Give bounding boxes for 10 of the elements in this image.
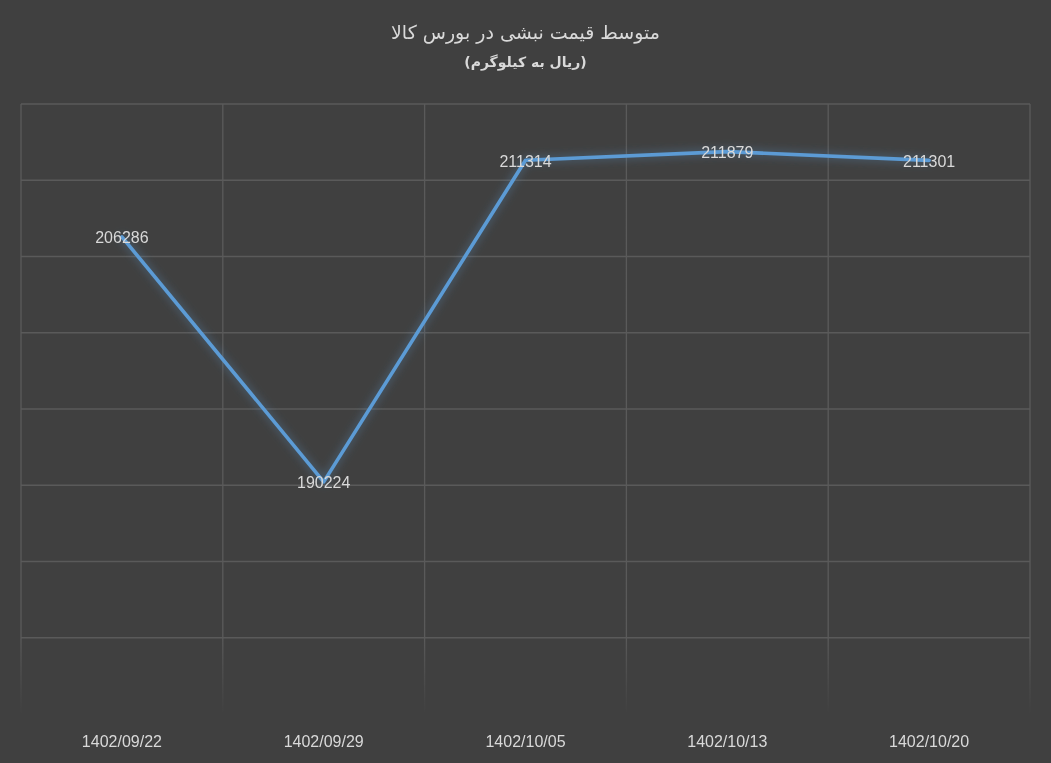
data-label: 211301: [903, 152, 956, 170]
data-label: 190224: [297, 474, 351, 492]
x-tick-label: 1402/10/13: [687, 732, 768, 750]
chart-subtitle: (ریال به کیلوگرم): [464, 54, 587, 71]
data-label: 206286: [95, 229, 149, 247]
x-tick-label: 1402/10/05: [485, 732, 566, 750]
x-tick-label: 1402/10/20: [889, 732, 970, 750]
x-tick-label: 1402/09/29: [283, 732, 364, 750]
x-tick-label: 1402/09/22: [81, 732, 163, 750]
chart-title: متوسط قیمت نبشی در بورس کالا: [391, 21, 660, 44]
